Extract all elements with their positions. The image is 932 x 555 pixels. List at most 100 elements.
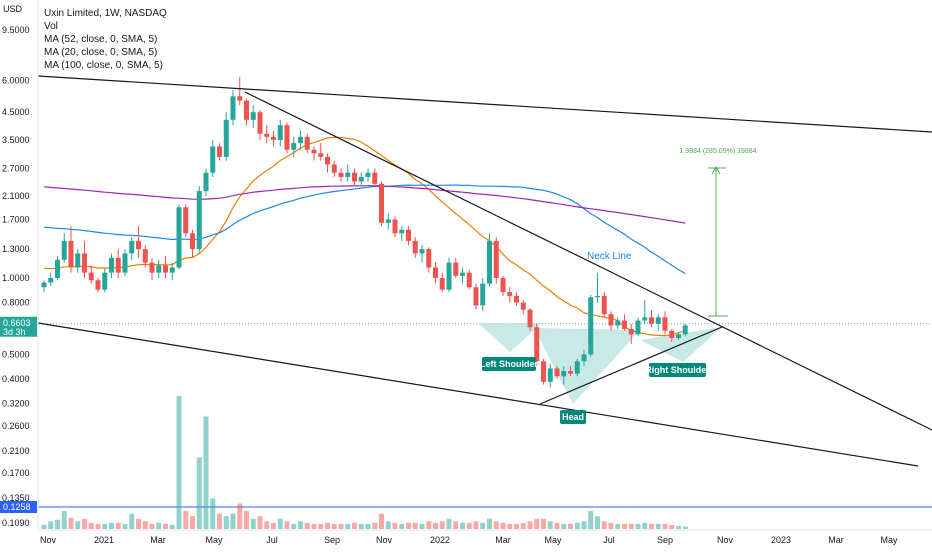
candle-body [568,371,573,374]
candle-body [554,368,560,377]
candle-body [284,125,290,150]
volume-bar [581,521,587,529]
candle-body [426,249,432,268]
candle-body [102,272,108,290]
candle-body [379,183,384,223]
volume-bar [507,523,513,529]
volume-bar [345,523,351,529]
price-tick-label: 0.2600 [2,421,30,431]
head-box [560,410,586,424]
descending-resistance-line [244,91,932,431]
volume-bar [426,521,432,529]
volume-bar [318,523,324,529]
volume-bar [163,523,168,529]
candle-body [439,278,445,290]
candle-body [601,295,607,315]
price-tick-label: 1.0000 [2,273,30,283]
volume-bar [608,522,614,529]
volume-bar [41,524,47,529]
candle-body [331,164,337,173]
price-tick-label: 1.3000 [2,244,30,254]
volume-bar [439,521,445,529]
volume-bar [271,522,276,529]
candle-body [48,278,54,283]
candle-body [655,317,661,324]
volume-bar [500,522,506,529]
volume-bar [669,524,675,529]
volume-bar [514,523,519,529]
time-tick-label: May [544,535,562,545]
candle-body [507,292,513,296]
volume-bar [196,457,202,529]
candle-body [574,361,580,374]
left-shoulder-box [482,357,536,371]
volume-bar [264,521,270,529]
volume-bar [662,523,668,529]
indicator-ma52[interactable]: MA (52, close, 0, SMA, 5) [44,34,158,45]
volume-bar [257,516,263,529]
volume-bar [217,513,222,529]
price-tick-label: 1.7000 [2,215,30,225]
volume-bar [622,523,627,529]
volume-bar [298,521,303,529]
price-tick-label: 4.5000 [2,107,30,117]
current-price-badge [0,316,37,337]
volume-bar [338,523,344,529]
volume-bar [649,523,654,529]
volume-bar [365,523,371,529]
volume-bar [615,523,621,529]
volume-bar [156,522,162,529]
candle-body [649,317,654,324]
candle-body [176,207,182,268]
candle-body [311,149,317,154]
volume-bar [460,522,465,529]
indicator-ma100[interactable]: MA (100, close, 0, SMA, 5) [44,60,163,71]
grid-layer [38,0,932,530]
volume-bar [520,522,526,529]
time-tick-label: Nov [40,535,57,545]
candle-body [75,253,81,268]
candle-body [210,146,216,173]
volume-bar [304,522,310,529]
indicator-volume[interactable]: Vol [44,21,58,32]
volume-layer [41,396,688,529]
time-tick-label: Nov [376,535,393,545]
time-tick-label: 2021 [94,535,114,545]
volume-bar [547,521,553,529]
volume-bar [628,523,634,529]
volume-bar [480,522,486,529]
candle-body [541,361,546,382]
left-shoulder-shape [478,323,542,352]
head-shape [534,328,640,404]
ma52-line [43,184,686,275]
time-tick-label: May [205,535,223,545]
price-tick-label: 0.1090 [2,518,30,528]
volume-bar [129,513,135,529]
neck-line-label: Neck Line [587,251,632,262]
volume-bar [453,521,459,529]
candle-body [318,153,324,157]
volume-bar [372,522,378,529]
candle-body [136,240,141,250]
symbol-title[interactable]: Uxin Limited, 1W, NASDAQ [44,8,167,19]
candle-body [392,219,398,234]
volume-bar [588,511,594,529]
volume-bar [487,518,492,529]
candle-body [298,136,303,144]
indicator-ma20[interactable]: MA (20, close, 0, SMA, 5) [44,47,158,58]
volume-bar [433,522,438,529]
volume-bar [109,522,114,529]
right-shoulder-label: Right Shoulder [645,365,710,375]
candles-layer [41,76,688,388]
candle-body [163,265,168,273]
volume-bar [568,523,573,529]
volume-bar [142,521,148,529]
volume-bar [541,518,546,529]
right-shoulder-box [649,363,706,377]
candle-body [622,320,627,329]
time-tick-label: Mar [150,535,166,545]
volume-bar [331,523,337,529]
